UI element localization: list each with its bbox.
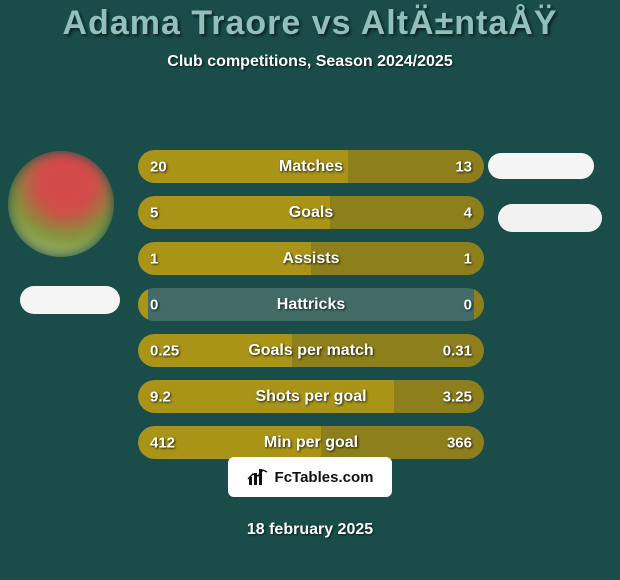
player-left-club-badge bbox=[20, 286, 120, 314]
footer-date: 18 february 2025 bbox=[0, 521, 620, 539]
stat-fill-right bbox=[311, 242, 484, 275]
stat-label: Assists bbox=[283, 250, 340, 268]
stat-fill-left bbox=[138, 288, 148, 321]
stat-fill-right bbox=[474, 288, 484, 321]
stat-fill-right bbox=[348, 150, 484, 183]
stat-value-right: 3.25 bbox=[443, 388, 472, 405]
stat-fill-left bbox=[138, 196, 330, 229]
stat-fill-right bbox=[292, 334, 484, 367]
stat-row: 9.2 3.25 Shots per goal bbox=[138, 380, 484, 413]
stat-value-left: 412 bbox=[150, 434, 175, 451]
stat-fill-left bbox=[138, 380, 394, 413]
stat-value-right: 13 bbox=[455, 158, 472, 175]
page-title: Adama Traore vs AltÄ±ntaÅŸ bbox=[63, 4, 558, 43]
stat-label: Goals bbox=[289, 204, 333, 222]
comparison-bars: 20 13 Matches 5 4 Goals 1 1 Assists 0 0 Hattricks 0.… bbox=[138, 150, 484, 459]
stat-label: Goals per match bbox=[248, 342, 373, 360]
stat-row: 5 4 Goals bbox=[138, 196, 484, 229]
stat-fill-left bbox=[138, 334, 292, 367]
stat-value-left: 5 bbox=[150, 204, 158, 221]
footer-logo-wrap: FcTables.com bbox=[247, 467, 374, 487]
footer-logo-box[interactable]: FcTables.com bbox=[228, 457, 392, 497]
stat-fill-right bbox=[394, 380, 484, 413]
stat-fill-left bbox=[138, 150, 348, 183]
stat-value-left: 20 bbox=[150, 158, 167, 175]
stat-label: Shots per goal bbox=[255, 388, 366, 406]
content-root: Adama Traore vs AltÄ±ntaÅŸ Club competit… bbox=[0, 0, 620, 580]
stat-value-right: 1 bbox=[464, 250, 472, 267]
stat-fill-left bbox=[138, 242, 311, 275]
stat-value-left: 0 bbox=[150, 296, 158, 313]
player-right-club-badge-2 bbox=[498, 204, 602, 232]
player-left-avatar-image bbox=[8, 151, 114, 257]
player-left-avatar bbox=[8, 151, 114, 257]
stat-row: 0 0 Hattricks bbox=[138, 288, 484, 321]
stat-value-right: 0.31 bbox=[443, 342, 472, 359]
stat-value-left: 9.2 bbox=[150, 388, 171, 405]
stat-fill-right bbox=[321, 426, 484, 459]
stat-label: Matches bbox=[279, 158, 343, 176]
stat-fill-left bbox=[138, 426, 321, 459]
stat-row: 20 13 Matches bbox=[138, 150, 484, 183]
stat-row: 0.25 0.31 Goals per match bbox=[138, 334, 484, 367]
stat-row: 1 1 Assists bbox=[138, 242, 484, 275]
stat-label: Min per goal bbox=[264, 434, 358, 452]
stat-fill-right bbox=[330, 196, 484, 229]
stat-value-left: 0.25 bbox=[150, 342, 179, 359]
page-subtitle: Club competitions, Season 2024/2025 bbox=[167, 53, 452, 71]
stat-label: Hattricks bbox=[277, 296, 345, 314]
stat-value-right: 0 bbox=[464, 296, 472, 313]
stat-value-left: 1 bbox=[150, 250, 158, 267]
chart-icon bbox=[247, 467, 269, 487]
player-right-club-badge-1 bbox=[488, 153, 594, 179]
footer-logo-text: FcTables.com bbox=[275, 469, 374, 486]
main-area: 20 13 Matches 5 4 Goals 1 1 Assists 0 0 Hattricks 0.… bbox=[0, 28, 620, 580]
stat-value-right: 4 bbox=[464, 204, 472, 221]
stat-row: 412 366 Min per goal bbox=[138, 426, 484, 459]
stat-value-right: 366 bbox=[447, 434, 472, 451]
